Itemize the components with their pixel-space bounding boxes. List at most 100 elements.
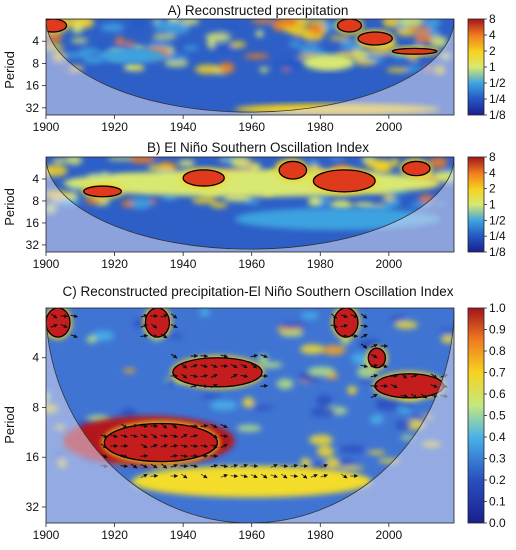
panel-c-heatmap — [45, 307, 455, 524]
colorbar-tick-label: 0.9 — [489, 323, 506, 337]
colorbar-tick-label: 0.8 — [489, 344, 506, 358]
significance-contour-3 — [103, 422, 219, 463]
panel-b-enso-index: B) El Niño Southern Oscillation Index Pe… — [2, 140, 506, 271]
colorbar-tick-label: 1/8 — [489, 245, 506, 259]
panel-b-y-axis: 4 8 16 32 — [26, 172, 46, 252]
x-tick-label: 2000 — [376, 120, 403, 134]
power-feature-2 — [97, 48, 166, 64]
panel-b-x-axis: 1900 1920 1940 1960 1980 2000 — [33, 252, 403, 271]
cone-of-influence — [46, 308, 454, 523]
panel-a-heatmap — [45, 18, 455, 116]
significance-contour-0 — [46, 19, 68, 33]
significance-contour-4 — [401, 160, 431, 177]
significance-contour-2 — [278, 160, 308, 180]
panel-c-y-axis-label: Period — [2, 406, 17, 444]
x-tick-label: 2000 — [376, 528, 403, 542]
panel-c-x-axis: 1900 1920 1940 1960 1980 2000 — [33, 523, 403, 542]
y-tick-label: 4 — [32, 172, 39, 186]
x-tick-label: 1940 — [170, 257, 197, 271]
panel-a-x-axis: 1900 1920 1940 1960 1980 2000 — [33, 115, 403, 134]
x-tick-label: 1920 — [101, 528, 128, 542]
colorbar-tick-label: 0.6 — [489, 387, 506, 401]
significance-contour-0 — [46, 308, 71, 338]
colorbar-tick-label: 8 — [489, 150, 496, 164]
colorbar-tick-label: 0.1 — [489, 495, 506, 509]
power-feature-1 — [131, 465, 372, 498]
colorbar-tick-label: 1.0 — [489, 301, 506, 315]
x-tick-label: 1960 — [238, 120, 265, 134]
colorbar-scale — [467, 307, 485, 524]
x-tick-label: 1960 — [238, 257, 265, 271]
colorbar-tick-label: 0.7 — [489, 366, 506, 380]
y-tick-label: 32 — [26, 500, 40, 514]
x-tick-label: 1900 — [33, 528, 60, 542]
plot-frame — [45, 18, 455, 116]
colorbar-tick-label: 1/8 — [489, 108, 506, 122]
colorbar-tick-label: 1/4 — [489, 229, 506, 243]
y-tick-label: 16 — [26, 79, 40, 93]
y-tick-label: 8 — [32, 56, 39, 70]
significance-contour-3 — [312, 169, 376, 193]
x-tick-label: 1920 — [101, 257, 128, 271]
y-tick-label: 32 — [26, 101, 40, 115]
panel-a-y-axis: 4 8 16 32 — [26, 34, 46, 115]
power-feature-1 — [303, 54, 355, 71]
x-tick-label: 2000 — [376, 257, 403, 271]
x-tick-label: 1980 — [307, 528, 334, 542]
y-tick-label: 8 — [32, 400, 39, 414]
plot-frame — [45, 307, 455, 524]
significance-contour-3 — [391, 47, 438, 55]
colorbar-tick-label: 0.4 — [489, 430, 506, 444]
cone-of-influence — [46, 19, 454, 115]
significance-contour-1 — [336, 19, 363, 33]
plot-frame — [45, 156, 455, 253]
colorbar-tick-label: 0.0 — [489, 516, 506, 530]
x-tick-label: 1980 — [307, 257, 334, 271]
colorbar-tick-label: 1 — [489, 198, 496, 212]
panel-a-reconstructed-precipitation: A) Reconstructed precipitation Period 19… — [2, 3, 506, 134]
colorbar-tick-label: 1/2 — [489, 76, 506, 90]
cone-of-influence — [46, 157, 454, 252]
panel-a-y-axis-label: Period — [2, 51, 17, 89]
panel-c-title: C) Reconstructed precipitation-El Niño S… — [63, 284, 454, 299]
colorbar-tick-label: 2 — [489, 44, 496, 58]
x-tick-label: 1940 — [170, 120, 197, 134]
y-tick-label: 8 — [32, 194, 39, 208]
panel-c-y-axis: 4 8 16 32 — [26, 351, 46, 514]
colorbar-tick-label: 8 — [489, 12, 496, 26]
significance-contour-2 — [357, 31, 393, 46]
colorbar-tick-label: 4 — [489, 28, 496, 42]
panel-c-coherence: C) Reconstructed precipitation-El Niño S… — [2, 284, 506, 542]
colorbar-scale — [467, 156, 485, 253]
panel-a-title: A) Reconstructed precipitation — [168, 3, 349, 18]
colorbar-tick-label: 0.5 — [489, 409, 506, 423]
colorbar-tick-label: 1 — [489, 60, 496, 74]
x-tick-label: 1960 — [238, 528, 265, 542]
panel-b-y-axis-label: Period — [2, 188, 17, 226]
y-tick-label: 16 — [26, 450, 40, 464]
colorbar-tick-label: 4 — [489, 166, 496, 180]
colorbar-tick-label: 2 — [489, 182, 496, 196]
x-tick-label: 1900 — [33, 120, 60, 134]
x-tick-label: 1920 — [101, 120, 128, 134]
x-tick-label: 1900 — [33, 257, 60, 271]
y-tick-label: 32 — [26, 238, 40, 252]
colorbar-tick-label: 0.2 — [489, 473, 506, 487]
y-tick-label: 4 — [32, 351, 39, 365]
x-tick-label: 1980 — [307, 120, 334, 134]
panel-c-colorbar: 1.0 0.9 0.8 0.7 0.6 0.5 0.4 0.3 0.2 0.1 0.0 — [467, 301, 506, 530]
colorbar-scale — [467, 18, 485, 116]
phase-arrows — [50, 313, 449, 479]
colorbar-tick-label: 1/2 — [489, 213, 506, 227]
colorbar-tick-label: 0.3 — [489, 452, 506, 466]
y-tick-label: 4 — [32, 34, 39, 48]
colorbar-tick-label: 1/4 — [489, 92, 506, 106]
panel-a-colorbar: 8 4 2 1 1/2 1/4 1/8 — [467, 12, 506, 122]
panel-b-colorbar: 8 4 2 11/2 1/4 1/8 — [467, 150, 506, 259]
y-tick-label: 16 — [26, 216, 40, 230]
significance-contour-0 — [83, 185, 123, 198]
panel-b-heatmap — [45, 156, 455, 253]
significance-contour-1 — [182, 169, 225, 187]
panel-b-title: B) El Niño Southern Oscillation Index — [147, 140, 369, 155]
x-tick-label: 1940 — [170, 528, 197, 542]
